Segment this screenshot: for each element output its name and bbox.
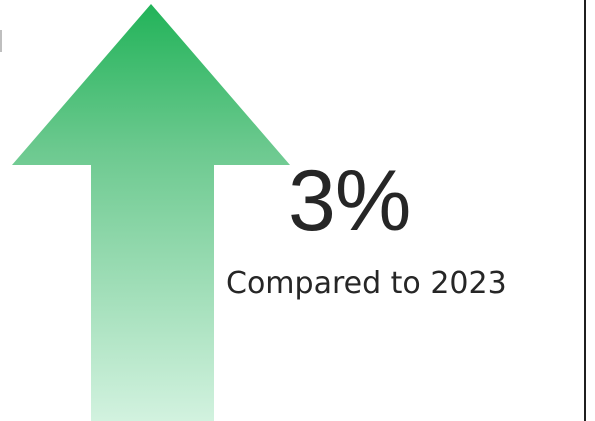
kpi-caption: Compared to 2023 xyxy=(226,266,507,301)
arrow-shape xyxy=(12,4,290,421)
arrow-up-icon xyxy=(12,4,290,421)
kpi-value: 3% xyxy=(288,153,411,249)
right-gutter xyxy=(586,0,595,421)
left-edge-mark xyxy=(0,30,2,52)
right-divider xyxy=(584,0,586,421)
